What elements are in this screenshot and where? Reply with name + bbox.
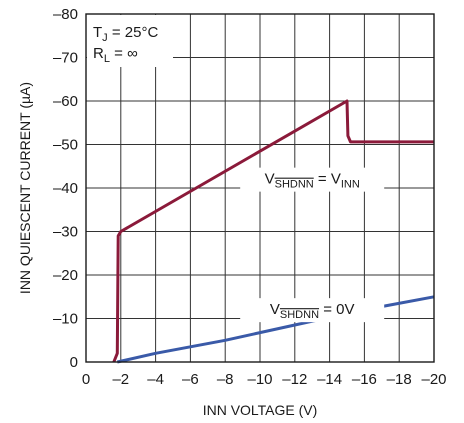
x-tick-label: –4 <box>147 371 164 388</box>
series-label-part: V <box>265 171 275 188</box>
y-tick-label: –10 <box>53 311 78 328</box>
series-label-part: = 0V <box>319 301 354 318</box>
condition-rl: RL = ∞ <box>93 45 138 65</box>
series-label-part: = V <box>314 171 341 188</box>
condition-rl-main: R <box>93 45 104 62</box>
series-labels: VSHDNN = VINN VSHDNN = 0V <box>240 167 385 323</box>
y-axis-label: INN QUIESCENT CURRENT (µA) <box>17 82 33 294</box>
y-tick-label: –70 <box>53 50 78 67</box>
x-tick-label: –10 <box>247 371 272 388</box>
x-tick-label: –16 <box>352 371 377 388</box>
y-tick-label: –80 <box>53 6 78 23</box>
condition-rl-sub: L <box>104 53 110 65</box>
x-tick-label: –20 <box>421 371 446 388</box>
x-tick-label: 0 <box>82 371 90 388</box>
series-label-bg <box>240 167 385 192</box>
x-tick-label: –6 <box>182 371 199 388</box>
y-tick-label: 0 <box>70 354 78 371</box>
series-label-2: VSHDNN = 0V <box>270 301 355 321</box>
plot-frame <box>85 13 435 363</box>
series-label-part: INN <box>341 179 360 191</box>
y-tick-label: –60 <box>53 93 78 110</box>
y-tick-label: –30 <box>53 224 78 241</box>
y-tick-label: –50 <box>53 137 78 154</box>
series-label-1: VSHDNN = VINN <box>265 171 360 191</box>
series-label-part: V <box>270 301 280 318</box>
y-tick-label: –40 <box>53 180 78 197</box>
x-tick-label: –2 <box>112 371 129 388</box>
x-tick-label: –12 <box>282 371 307 388</box>
series-label-part: SHDNN <box>280 309 319 321</box>
x-axis-label: INN VOLTAGE (V) <box>203 402 318 418</box>
condition-tj: TJ = 25°C <box>93 24 158 44</box>
x-tick-label: –8 <box>217 371 234 388</box>
series-line-1 <box>112 99 434 363</box>
condition-tj-main: T <box>93 24 102 41</box>
condition-tj-rest: = 25°C <box>108 24 159 41</box>
condition-rl-rest: = ∞ <box>110 45 138 62</box>
series-label-part: SHDNN <box>275 179 314 191</box>
x-tick-label: –14 <box>317 371 342 388</box>
x-tick-label: –18 <box>387 371 412 388</box>
condition-tj-sub: J <box>102 32 108 44</box>
conditions-box <box>87 15 173 67</box>
y-tick-label: –20 <box>53 267 78 284</box>
series-label-bg <box>240 298 385 323</box>
tick-labels: 0 –2 –4 –6 –8 –10 –12 –14 –16 –18 –20 0 –10 –20 –30 –40… <box>53 6 447 388</box>
